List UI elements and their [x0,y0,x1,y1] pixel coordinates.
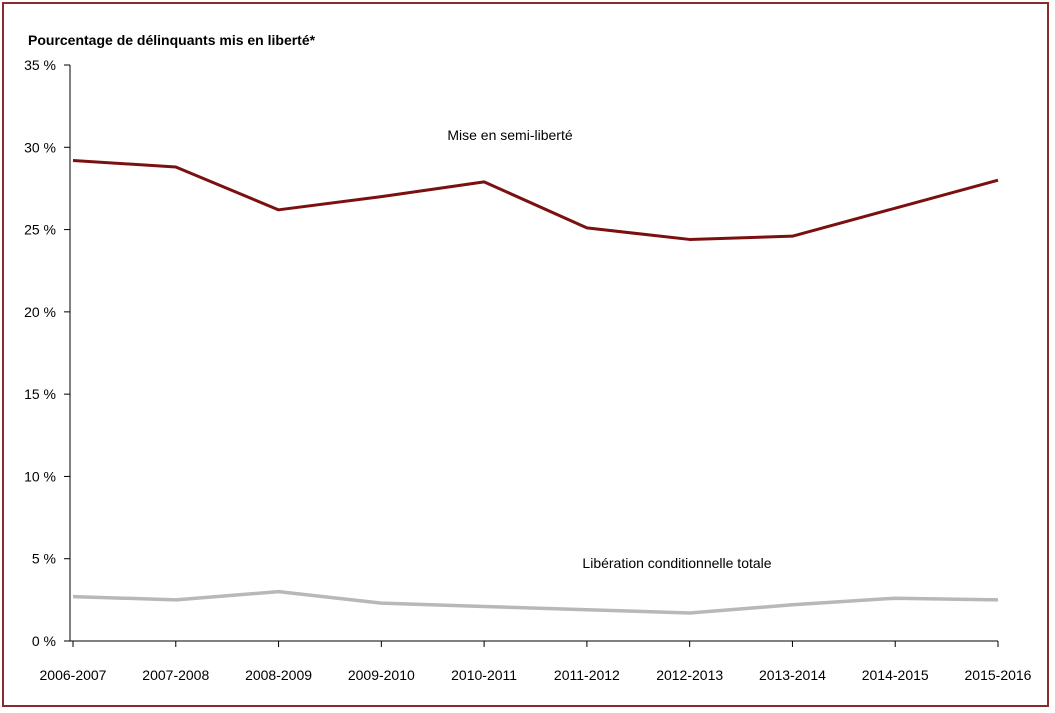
series-label-semi-liberte: Mise en semi-liberté [447,127,572,143]
x-tick-label: 2013-2014 [759,667,826,683]
series-line-liberation-conditionnelle [72,589,999,615]
x-tick-label: 2006-2007 [40,667,107,683]
y-tick-label: 10 % [24,468,56,484]
x-tick-label: 2012-2013 [656,667,723,683]
y-tick-label: 5 % [32,551,56,567]
series-label-liberation-conditionnelle: Libération conditionnelle totale [582,555,771,571]
x-tick-label: 2010-2011 [451,667,517,683]
x-tick-label: 2014-2015 [862,667,929,683]
series-line-semi-liberte [72,158,999,241]
y-tick-label: 30 % [24,139,56,155]
y-tick-label: 20 % [24,304,56,320]
y-tick-label: 15 % [24,386,56,402]
x-tick-label: 2009-2010 [348,667,415,683]
x-tick-label: 2007-2008 [142,667,209,683]
x-tick-label: 2011-2012 [554,667,620,683]
y-tick-label: 0 % [32,633,56,649]
y-tick-label: 35 % [24,57,56,73]
x-tick-label: 2015-2016 [965,667,1032,683]
y-tick-label: 25 % [24,222,56,238]
x-tick-label: 2008-2009 [245,667,312,683]
y-axis-label: Pourcentage de délinquants mis en libert… [28,32,316,48]
